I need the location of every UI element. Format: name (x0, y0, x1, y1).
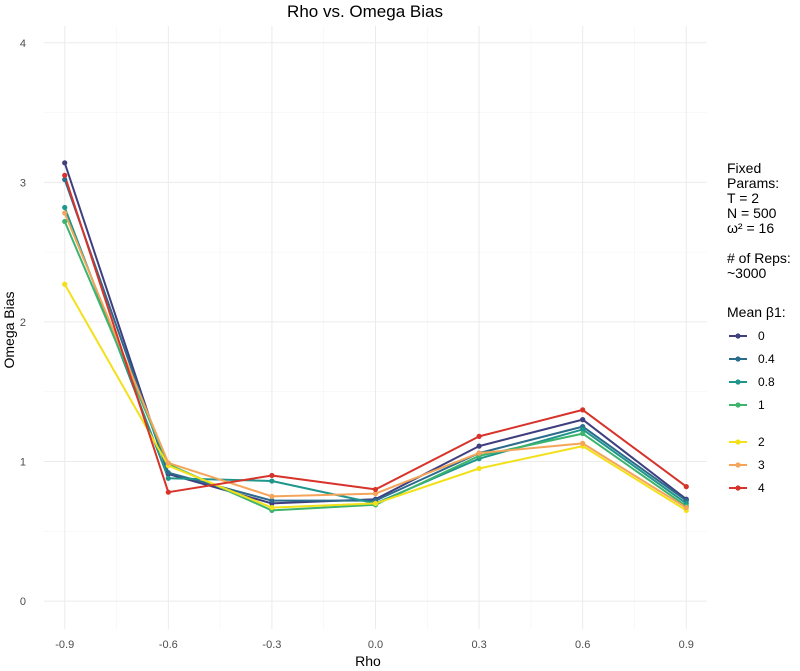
data-point-0-8 (165, 475, 171, 481)
y-tick-label: 0 (20, 596, 26, 608)
x-tick-label: 0.9 (679, 639, 694, 651)
x-axis-ticks: -0.9 -0.6 -0.3 0.0 0.3 0.6 0.9 (55, 639, 694, 651)
data-point-3 (683, 504, 689, 511)
data-point-0-4 (269, 497, 275, 504)
plot-grid (44, 26, 707, 629)
legend-note-line: T = 2 (727, 190, 759, 206)
y-tick-label: 2 (20, 317, 26, 329)
x-axis-title: Rho (355, 653, 381, 669)
legend-key-label: 2 (758, 435, 765, 449)
legend-key-point (735, 402, 741, 408)
legend-title: Mean β1: (727, 304, 786, 320)
legend-key-label: 0.8 (758, 375, 775, 389)
legend-key-label: 0 (758, 329, 765, 343)
legend-key-point (735, 439, 741, 445)
data-point-3 (62, 210, 68, 216)
legend-note-line: # of Reps: (727, 250, 791, 266)
legend-note-line: ~3000 (727, 265, 767, 281)
data-point-3 (476, 450, 482, 456)
x-tick-label: 0.3 (471, 639, 486, 651)
legend-key-point (735, 379, 741, 385)
data-point-0-4 (165, 470, 171, 476)
data-point-2 (372, 500, 379, 506)
legend-key-point (735, 333, 741, 339)
data-point-4 (683, 484, 689, 490)
x-tick-label: 0.0 (368, 639, 383, 651)
data-point-4 (62, 172, 68, 178)
data-point-4 (580, 407, 586, 413)
data-point-0 (62, 160, 68, 166)
data-point-0-4 (62, 176, 68, 183)
y-tick-label: 3 (20, 177, 26, 189)
data-point-3 (269, 493, 275, 499)
data-point-4 (372, 486, 379, 493)
x-tick-label: -0.6 (159, 639, 178, 651)
x-tick-label: 0.6 (575, 639, 590, 651)
series-points (62, 160, 689, 513)
data-point-0-8 (269, 478, 275, 484)
data-point-2 (269, 504, 275, 511)
y-axis-title: Omega Bias (1, 291, 17, 368)
data-point-2 (62, 281, 68, 287)
y-tick-label: 1 (20, 457, 26, 469)
data-point-1 (62, 218, 68, 225)
data-point-3 (372, 491, 379, 497)
data-point-0-8 (580, 426, 586, 432)
data-point-0 (580, 417, 586, 423)
legend-key-label: 4 (758, 481, 765, 495)
legend-note-line: N = 500 (727, 205, 777, 221)
data-point-2 (476, 465, 482, 472)
legend-key-label: 3 (758, 458, 765, 472)
y-axis-ticks: 0 1 2 3 4 (20, 38, 26, 608)
legend: 0 0.4 0.8 1 2 3 4 (729, 329, 775, 495)
y-tick-label: 4 (20, 38, 26, 50)
data-point-4 (476, 433, 482, 439)
x-tick-label: -0.9 (55, 639, 74, 651)
data-point-4 (165, 489, 171, 495)
legend-key-point (735, 356, 741, 362)
legend-key-label: 0.4 (758, 352, 775, 366)
data-point-3 (580, 440, 586, 446)
x-tick-label: -0.3 (262, 639, 281, 651)
legend-key-point (735, 485, 741, 491)
data-point-0 (476, 443, 482, 449)
data-point-1 (580, 430, 586, 437)
data-point-0-8 (62, 204, 68, 211)
data-point-4 (269, 472, 275, 479)
chart-title: Rho vs. Omega Bias (287, 2, 443, 21)
legend-note-line: Fixed (727, 160, 761, 176)
legend-key-point (735, 462, 741, 468)
data-point-3 (165, 460, 171, 466)
legend-key-label: 1 (758, 398, 765, 412)
legend-note-line: ω² = 16 (727, 220, 774, 236)
legend-note-line: Params: (727, 175, 779, 191)
